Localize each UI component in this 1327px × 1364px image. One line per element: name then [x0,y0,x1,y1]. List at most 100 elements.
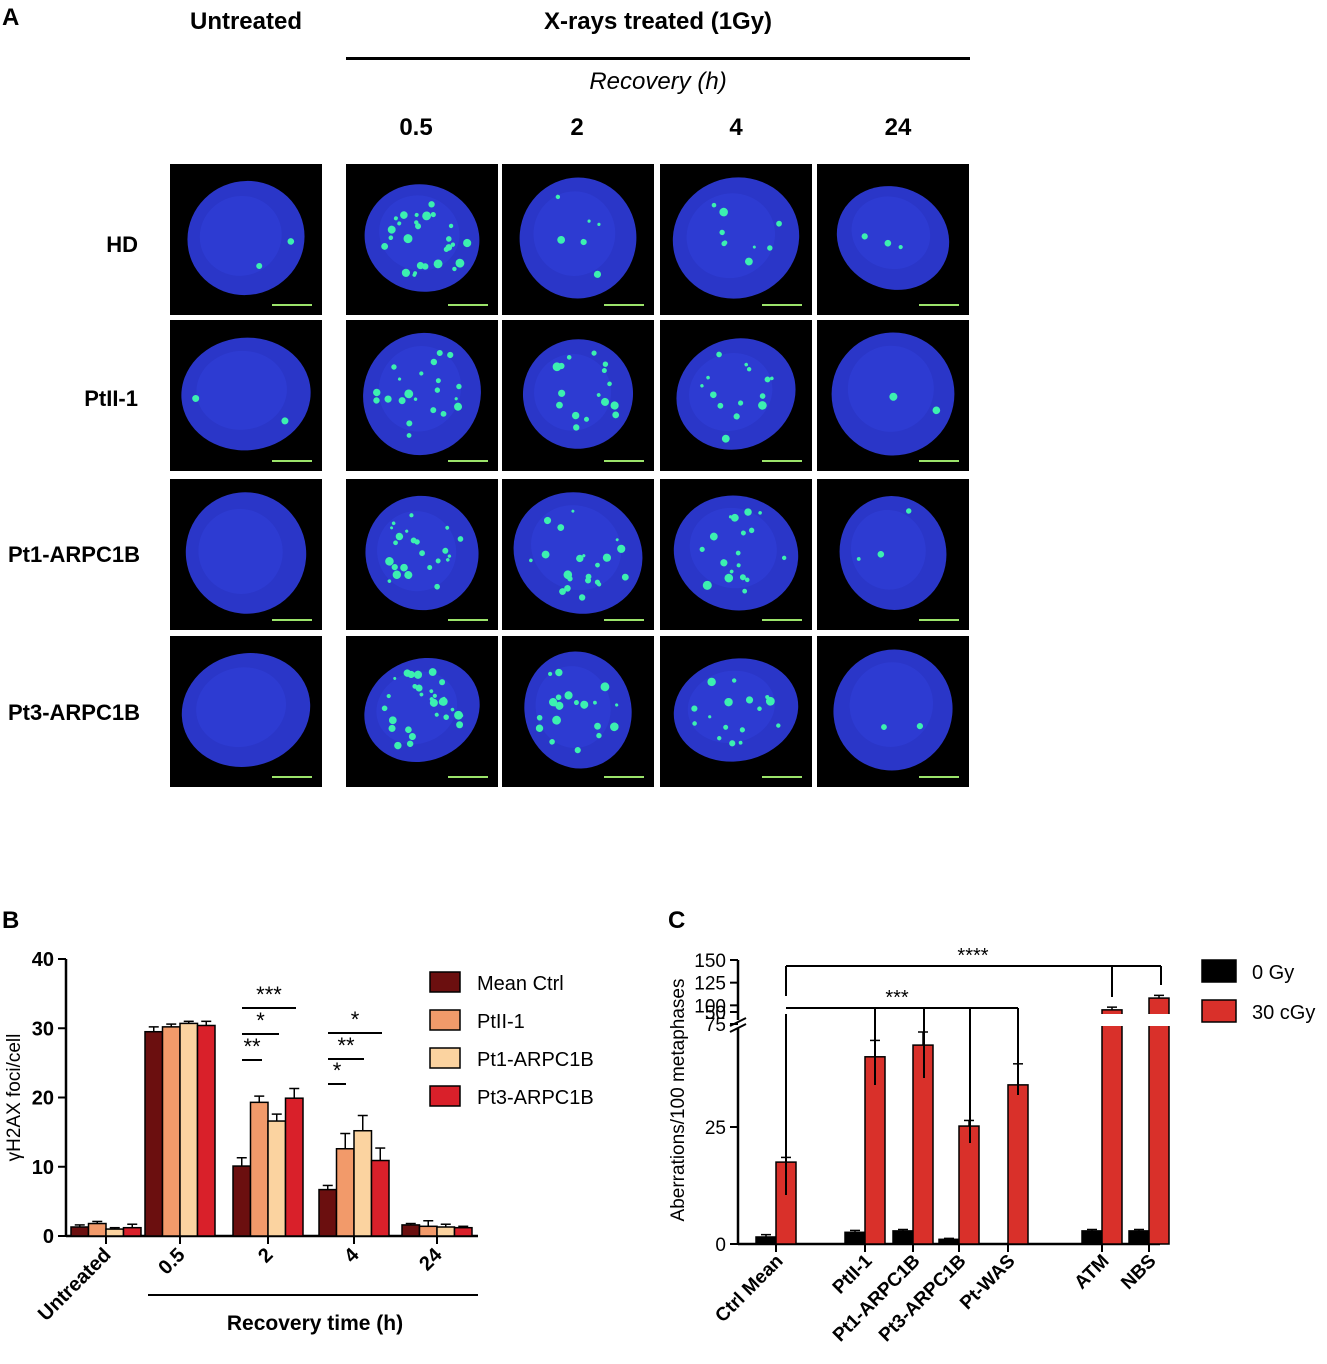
focus [529,558,533,563]
focus [566,355,572,360]
focus [397,221,402,226]
timepoint-2: 4 [729,114,743,141]
axis-break-2 [729,1023,747,1033]
focus [385,557,394,566]
focus [456,404,461,409]
focus [758,511,762,515]
focus [429,698,438,707]
focus [740,530,746,536]
focus [549,739,555,745]
x-tick-label-1: 0.5 [154,1244,189,1279]
focus [448,223,454,229]
focus [413,397,418,401]
row-label-1: PtII-1 [84,386,138,411]
scale-bar [919,619,959,621]
focus [615,538,619,542]
focus [601,397,610,406]
focus [731,678,737,683]
scale-bar [272,776,312,778]
scale-bar [762,304,802,306]
focus [600,682,610,692]
focus [597,222,601,226]
focus [463,238,472,248]
focus [735,550,741,556]
focus [594,722,601,730]
focus [445,525,450,530]
focus [708,715,712,719]
focus [571,411,580,420]
focus [400,563,408,572]
focus [384,395,392,403]
bar-2-4 [436,1226,456,1237]
bar-3-0 [122,1226,142,1237]
focus [391,521,396,526]
focus [555,701,564,710]
focus [728,515,733,519]
y-tick-label-1: 25 [705,1118,726,1139]
sig-t4-2: * [333,1058,342,1083]
focus [587,219,591,223]
legend-label-0: Mean Ctrl [477,973,564,995]
focus [615,703,619,707]
focus [555,668,563,677]
focus [746,367,752,372]
focus [764,376,771,383]
focus [281,417,289,425]
focus [394,741,402,750]
focus [373,388,381,397]
focus [591,350,597,356]
legend-swatch-1 [1201,999,1237,1023]
focus [456,721,464,729]
focus [398,397,406,405]
focus [578,594,586,601]
sig-t2-1: * [256,1008,265,1033]
focus [744,362,749,367]
focus [733,413,740,420]
focus [406,740,414,748]
focus [745,257,753,266]
focus [558,389,566,397]
y-axis-label: γH2AX foci/cell [4,1034,25,1162]
focus [563,570,573,580]
focus [192,394,200,402]
focus [585,577,592,584]
micrograph-1-1 [346,320,498,471]
focus [707,677,716,687]
focus [574,747,581,754]
focus [724,573,734,583]
micrograph-2-2 [502,479,654,630]
bar-0-4 [401,1224,421,1237]
scale-bar [448,304,488,306]
focus [744,577,750,583]
focus [256,262,263,269]
scale-bar [448,619,488,621]
focus [557,524,565,531]
focus [737,400,744,406]
focus [445,558,450,562]
focus [393,540,398,546]
focus [856,557,861,561]
focus [404,571,413,580]
bar-0-3 [318,1188,338,1237]
focus [596,732,602,739]
focus [440,410,447,417]
micrograph-3-1 [346,636,498,787]
focus [386,693,391,699]
focus [730,513,739,522]
focus [711,202,717,208]
focus [395,532,404,541]
bar-3-3 [370,1159,390,1237]
focus [430,358,438,366]
focus [414,212,419,217]
x-tick-label-4: 24 [415,1243,447,1275]
focus [691,705,698,712]
focus [439,679,446,686]
focus [884,239,892,247]
bar-break-gap [1099,1014,1125,1026]
scale-bar [604,460,644,462]
scale-bar [272,619,312,621]
bar-3-4 [453,1226,473,1237]
focus [428,668,437,676]
focus [612,411,620,419]
bar-3-2 [284,1097,304,1237]
